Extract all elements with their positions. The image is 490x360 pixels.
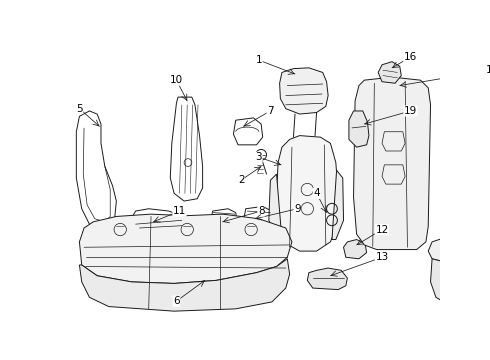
Polygon shape — [428, 237, 490, 263]
Text: 9: 9 — [294, 204, 301, 214]
Polygon shape — [79, 214, 292, 283]
Polygon shape — [473, 86, 490, 260]
Text: 4: 4 — [313, 188, 320, 198]
Text: 19: 19 — [404, 106, 417, 116]
Polygon shape — [354, 77, 431, 249]
Text: 13: 13 — [375, 252, 389, 262]
Text: 1: 1 — [255, 55, 262, 65]
Polygon shape — [276, 136, 338, 251]
Text: 8: 8 — [258, 206, 265, 216]
Polygon shape — [343, 239, 367, 259]
Text: 7: 7 — [267, 106, 274, 116]
Text: 14: 14 — [486, 65, 490, 75]
Polygon shape — [378, 62, 401, 83]
Text: 10: 10 — [170, 75, 183, 85]
Text: 11: 11 — [173, 206, 186, 216]
Text: 12: 12 — [375, 225, 389, 235]
Text: 6: 6 — [173, 296, 180, 306]
Text: 2: 2 — [238, 175, 245, 185]
Text: 5: 5 — [76, 104, 83, 114]
Polygon shape — [474, 247, 490, 286]
Polygon shape — [79, 259, 290, 311]
Polygon shape — [349, 111, 369, 147]
Polygon shape — [269, 174, 282, 239]
Polygon shape — [332, 170, 343, 239]
Text: 16: 16 — [404, 52, 417, 62]
Polygon shape — [280, 68, 328, 114]
Polygon shape — [307, 268, 347, 289]
Polygon shape — [431, 253, 490, 305]
Text: 3: 3 — [255, 152, 262, 162]
